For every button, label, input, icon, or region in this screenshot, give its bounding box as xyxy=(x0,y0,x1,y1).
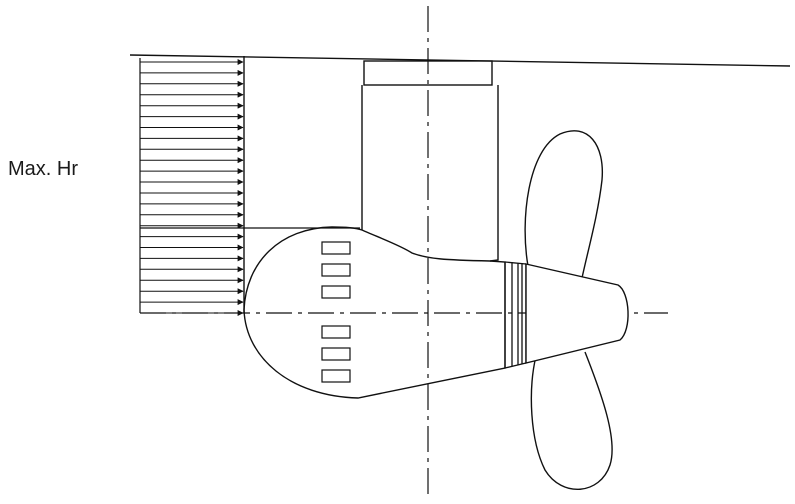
pod-body xyxy=(243,226,506,399)
strut xyxy=(361,85,499,262)
vent-slot xyxy=(321,347,351,361)
vent-slot xyxy=(321,263,351,277)
propeller-blade-lower xyxy=(530,351,613,491)
max-hr-label: Max. Hr xyxy=(8,158,78,180)
vent-slot xyxy=(321,285,351,299)
propeller-blade-upper xyxy=(524,130,604,279)
shaft-seal-rings xyxy=(504,261,527,369)
flow-profile-arrows xyxy=(140,59,244,316)
vent-slot xyxy=(321,325,351,339)
mounting-flange xyxy=(363,60,493,86)
cooling-vents xyxy=(321,241,351,383)
vent-slot xyxy=(321,369,351,383)
vent-slot xyxy=(321,241,351,255)
propeller-hub xyxy=(525,263,629,364)
